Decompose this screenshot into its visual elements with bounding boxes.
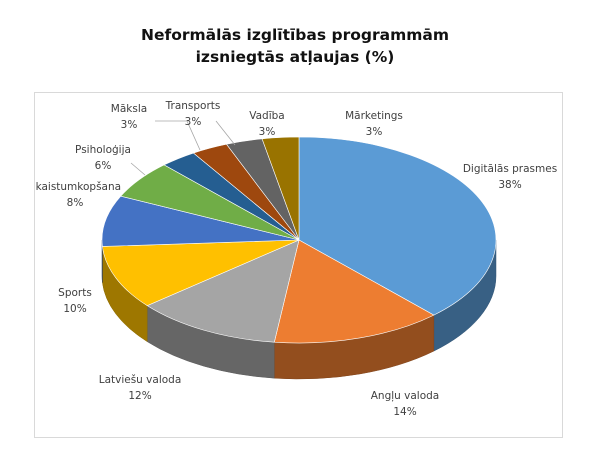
slice-label: Vadība bbox=[249, 110, 284, 122]
slice-label: Transports bbox=[165, 100, 221, 112]
slice-label: Angļu valoda bbox=[371, 390, 440, 402]
slice-value-label: 3% bbox=[185, 116, 202, 128]
slice-value-label: 14% bbox=[393, 406, 416, 418]
slice-value-label: 3% bbox=[121, 119, 138, 131]
slice-label: Māksla bbox=[111, 103, 147, 115]
chart-title: Neformālās izglītības programmām izsnieg… bbox=[0, 24, 590, 68]
slice-value-label: 10% bbox=[63, 303, 86, 315]
leader-line bbox=[155, 120, 201, 151]
slice-label: Psiholoģija bbox=[75, 144, 131, 156]
slice-label: Skaistumkopšana bbox=[35, 181, 121, 193]
slice-value-label: 3% bbox=[259, 126, 276, 138]
slice-value-label: 3% bbox=[366, 126, 383, 138]
slice-label: Sports bbox=[58, 287, 92, 299]
pie-slice bbox=[273, 239, 435, 344]
pie-slice bbox=[102, 239, 300, 306]
slice-value-label: 8% bbox=[67, 197, 84, 209]
slice-value-label: 12% bbox=[128, 390, 151, 402]
leader-line bbox=[215, 120, 236, 146]
slice-label: Digitālās prasmes bbox=[463, 163, 557, 175]
pie-slice bbox=[261, 136, 300, 241]
chart-area: Digitālās prasmes 38% Angļu valoda 14% Latvi… bbox=[34, 92, 563, 438]
pie-slice bbox=[298, 136, 497, 316]
pie-slice bbox=[146, 239, 300, 343]
chart-title-line-1: Neformālās izglītības programmām bbox=[141, 26, 449, 44]
slice-label: Latviešu valoda bbox=[99, 374, 182, 386]
slice-label: Mārketings bbox=[345, 110, 403, 122]
slice-value-label: 6% bbox=[95, 160, 112, 172]
leader-line bbox=[130, 162, 146, 176]
pie-slice bbox=[101, 195, 300, 247]
slice-value-label: 38% bbox=[498, 179, 521, 191]
chart-title-line-2: izsniegtās atļaujas (%) bbox=[195, 48, 395, 66]
pie-chart: Digitālās prasmes 38% Angļu valoda 14% Latvi… bbox=[35, 100, 557, 418]
